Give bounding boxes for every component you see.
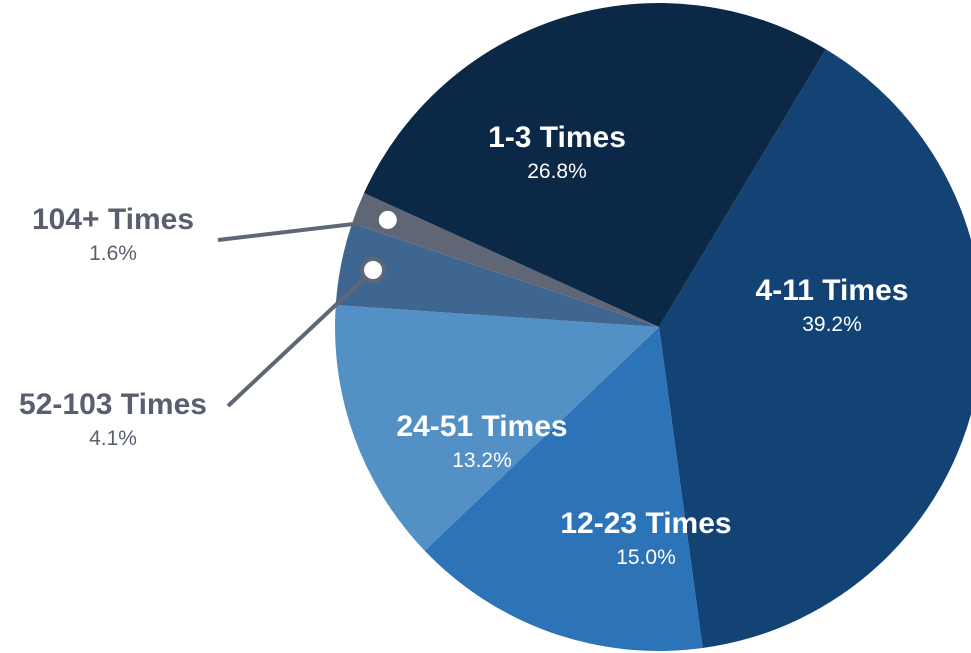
slice-value-24-51-times: 13.2% [452, 449, 512, 472]
slice-label-1-3-times: 1-3 Times [488, 121, 626, 154]
pie-slice-12-23-times [424, 327, 703, 651]
slice-value-104plus-times: 1.6% [89, 242, 137, 265]
slice-value-12-23-times: 15.0% [616, 546, 676, 569]
callouts [217, 206, 401, 408]
pie-slices [334, 3, 971, 651]
slice-value-1-3-times: 26.8% [527, 160, 587, 183]
slice-label-24-51-times: 24-51 Times [396, 410, 567, 443]
slice-labels: 4-11 Times 39.2% 12-23 Times 15.0% 24-51 Tim… [19, 121, 908, 569]
callout-dot-104plus-times [374, 206, 401, 233]
callout-line-52-103-times [226, 268, 375, 408]
pie-slice-1-3-times [363, 3, 826, 327]
pie-slice-4-11-times [659, 49, 971, 649]
slice-label-12-23-times: 12-23 Times [560, 507, 731, 540]
slice-label-52-103-times: 52-103 Times [19, 388, 207, 421]
slice-label-4-11-times: 4-11 Times [756, 274, 909, 307]
pie-slice-104plus-times [352, 193, 659, 327]
slice-label-104plus-times: 104+ Times [32, 203, 194, 236]
slice-value-4-11-times: 39.2% [802, 313, 862, 336]
pie-slice-52-103-times [335, 223, 659, 327]
pie-slice-24-51-times [334, 305, 659, 551]
callout-dot-52-103-times [360, 257, 387, 284]
slice-value-52-103-times: 4.1% [89, 427, 137, 450]
callout-line-104plus-times [217, 217, 389, 242]
